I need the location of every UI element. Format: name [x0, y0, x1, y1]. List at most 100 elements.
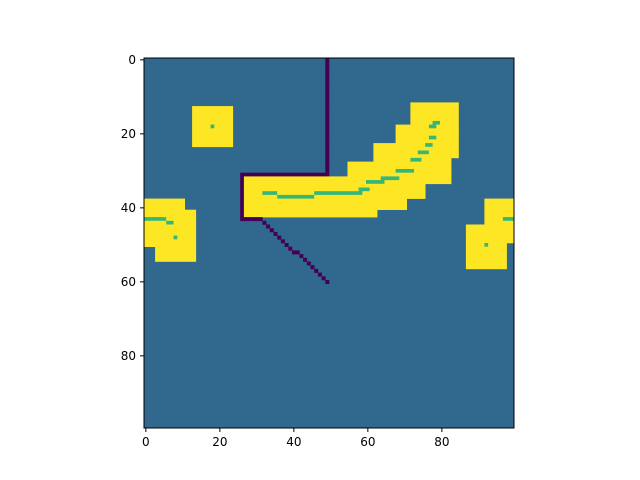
heatmap-cell-run-occupied [440, 120, 459, 125]
heatmap-cell-run-occupied [465, 265, 507, 270]
heatmap-cell-run-occupied [243, 209, 378, 214]
heatmap-cell-run-occupied [166, 217, 197, 222]
y-tick-label: 20 [121, 127, 136, 141]
heatmap-cell-run-path [325, 106, 330, 111]
heatmap-cell-run-inner [173, 235, 178, 240]
heatmap-cell-run-occupied [192, 120, 234, 125]
heatmap-cell-run-path [325, 117, 330, 122]
heatmap-cell-run-occupied [488, 243, 507, 247]
heatmap-cell-run-occupied [465, 239, 515, 244]
heatmap-cell-run-inner [358, 187, 370, 192]
heatmap-cell-run-occupied [243, 180, 367, 185]
heatmap-cell-run-path [314, 268, 319, 273]
heatmap-cell-run-occupied [373, 154, 459, 159]
heatmap-cell-run-occupied [214, 124, 234, 129]
heatmap-cell-run-occupied [484, 209, 515, 214]
heatmap-cell-run-inner [502, 217, 515, 222]
heatmap-cell-run-inner [380, 176, 400, 181]
heatmap-cell-run-occupied [432, 143, 459, 148]
heatmap-cell-run-occupied [173, 220, 197, 225]
heatmap-cell-run-path [240, 217, 263, 222]
heatmap-cell-run-path [325, 83, 330, 88]
heatmap-cell-run-path [325, 161, 330, 166]
heatmap-cell-run-occupied [410, 113, 459, 118]
heatmap-cell-run-path [262, 220, 267, 225]
heatmap-cell-run-occupied [465, 235, 515, 240]
heatmap-cell-run-path [325, 69, 330, 74]
heatmap-cell-run-occupied [192, 143, 234, 148]
heatmap-cell-run-occupied [465, 261, 507, 266]
heatmap-cell-run-occupied [395, 132, 459, 136]
heatmap-cell-run-occupied [384, 180, 452, 185]
heatmap-cell-run-occupied [144, 209, 197, 214]
heatmap-cell-run-path [325, 135, 330, 140]
heatmap-cell-run-path [325, 124, 330, 129]
heatmap-cell-run-occupied [484, 206, 515, 210]
heatmap-cell-run-path [280, 239, 285, 244]
heatmap-cell-run-inner [366, 180, 385, 185]
heatmap-cell-run-path [325, 154, 330, 159]
heatmap-cell-run-inner [210, 124, 215, 129]
heatmap-cell-run-occupied [410, 109, 459, 114]
heatmap-cell-run-path [325, 80, 330, 85]
heatmap-cell-run-path [325, 58, 330, 62]
heatmap-cell-run-path [269, 228, 274, 233]
heatmap-cell-run-path [240, 176, 245, 181]
heatmap-cell-run-inner [262, 191, 278, 196]
heatmap-cell-run-path [325, 76, 330, 81]
heatmap-cell-run-occupied [144, 213, 197, 218]
heatmap-cell-run-occupied [395, 139, 459, 144]
x-tick-label: 60 [360, 435, 375, 449]
heatmap-cell-run-path [240, 191, 245, 196]
heatmap-cell-run-occupied [192, 106, 234, 111]
heatmap-cell-run-occupied [373, 143, 426, 148]
heatmap-cell-run-occupied [465, 257, 507, 262]
heatmap-cell-run-occupied [144, 224, 197, 229]
heatmap-cell-run-path [240, 172, 330, 177]
x-tick-label: 20 [212, 435, 227, 449]
heatmap-cell-run-path [325, 65, 330, 70]
heatmap-cell-run-occupied [395, 124, 430, 129]
heatmap-cell-run-occupied [314, 194, 426, 199]
heatmap-cell-run-occupied [484, 213, 515, 218]
heatmap-cell-run-occupied [155, 250, 197, 255]
heatmap-cell-run-inner [144, 217, 167, 222]
heatmap-cell-run-occupied [410, 102, 459, 107]
heatmap-cell-run-occupied [436, 135, 459, 140]
heatmap-cell-run-occupied [484, 217, 504, 222]
heatmap-cell-run-occupied [347, 169, 396, 173]
heatmap-cell-run-occupied [373, 157, 411, 162]
x-tick-label: 0 [142, 435, 150, 449]
heatmap-cell-run-occupied [243, 198, 407, 203]
y-tick-label: 40 [121, 201, 136, 215]
heatmap-cell-run-inner [428, 124, 437, 129]
heatmap-cell-run-occupied [465, 250, 507, 255]
heatmap-cell-run-inner [277, 194, 315, 199]
heatmap-cell-run-occupied [421, 157, 452, 162]
heatmap-cell-run-occupied [484, 202, 515, 207]
heatmap-cell-run-occupied [144, 239, 197, 244]
heatmap-cell-run-occupied [414, 169, 452, 173]
heatmap-cell-run-occupied [410, 117, 459, 122]
heatmap-cell-run-occupied [192, 135, 234, 140]
heatmap-cell-run-path [325, 128, 330, 133]
heatmap-cell-run-occupied [144, 220, 167, 225]
heatmap-cell-run-path [325, 139, 330, 144]
heatmap-cell-run-path [325, 113, 330, 118]
heatmap-cell-run-path [303, 257, 308, 262]
heatmap-cell-run-occupied [243, 206, 407, 210]
heatmap-cell-run-occupied [277, 191, 315, 196]
heatmap-cell-run-occupied [243, 176, 382, 181]
heatmap-cell-run-occupied [144, 198, 185, 203]
heatmap-cell-run-occupied [155, 246, 197, 251]
x-tick-label: 80 [434, 435, 449, 449]
heatmap-cell-run-inner [432, 120, 441, 125]
heatmap-cell-run-inner [314, 191, 363, 196]
heatmap-cell-run-occupied [465, 224, 515, 229]
heatmap-cell-run-occupied [484, 220, 515, 225]
y-tick-label: 60 [121, 275, 136, 289]
heatmap-cell-run-path [325, 120, 330, 125]
heatmap-cell-run-occupied [192, 117, 234, 122]
heatmap-cell-run-path [240, 194, 245, 199]
